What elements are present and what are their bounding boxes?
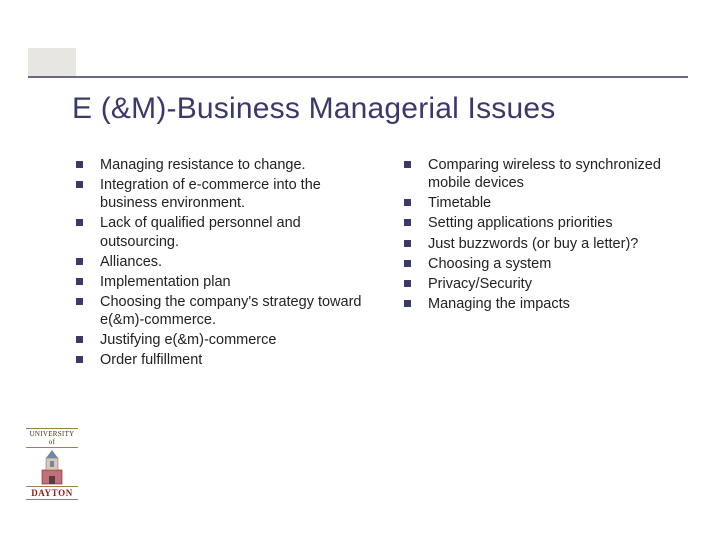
logo-bottom-text: DAYTON xyxy=(26,486,78,500)
slide: E (&M)-Business Managerial Issues Managi… xyxy=(0,0,720,540)
list-item: Choosing the company's strategy toward e… xyxy=(72,293,372,329)
list-item: Managing resistance to change. xyxy=(72,156,372,174)
list-item: Comparing wireless to synchronized mobil… xyxy=(400,156,692,192)
content-area: Managing resistance to change. Integrati… xyxy=(72,156,692,371)
list-item: Privacy/Security xyxy=(400,275,692,293)
list-item: Timetable xyxy=(400,194,692,212)
list-item: Choosing a system xyxy=(400,255,692,273)
list-item: Justifying e(&m)-commerce xyxy=(72,331,372,349)
list-item: Setting applications priorities xyxy=(400,214,692,232)
left-column: Managing resistance to change. Integrati… xyxy=(72,156,372,371)
university-logo: UNIVERSITY of DAYTON xyxy=(26,428,78,500)
list-item: Just buzzwords (or buy a letter)? xyxy=(400,235,692,253)
list-item: Integration of e-commerce into the busin… xyxy=(72,176,372,212)
left-bullet-list: Managing resistance to change. Integrati… xyxy=(72,156,372,369)
list-item: Managing the impacts xyxy=(400,295,692,313)
logo-top-text: UNIVERSITY of xyxy=(26,428,78,448)
list-item: Lack of qualified personnel and outsourc… xyxy=(72,214,372,250)
right-column: Comparing wireless to synchronized mobil… xyxy=(400,156,692,371)
right-bullet-list: Comparing wireless to synchronized mobil… xyxy=(400,156,692,313)
title-underline xyxy=(28,76,688,78)
list-item: Alliances. xyxy=(72,253,372,271)
list-item: Implementation plan xyxy=(72,273,372,291)
list-item: Order fulfillment xyxy=(72,351,372,369)
logo-chapel-icon xyxy=(26,448,78,486)
decorative-block xyxy=(28,48,76,76)
slide-title: E (&M)-Business Managerial Issues xyxy=(72,92,555,126)
